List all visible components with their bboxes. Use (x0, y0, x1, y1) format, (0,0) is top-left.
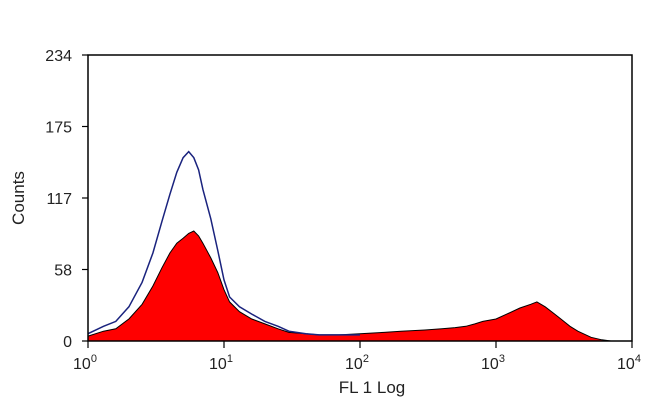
histogram-outline-series (87, 150, 360, 336)
x-tick-label: 101 (209, 353, 233, 373)
y-tick-label: 175 (45, 120, 72, 137)
y-axis-label: Counts (9, 171, 28, 225)
y-tick-label: 58 (54, 263, 72, 280)
x-axis: 100 101 102 103 104 (73, 341, 641, 373)
y-tick-label: 234 (45, 48, 72, 65)
x-axis-label: FL 1 Log (339, 378, 405, 397)
y-tick-label: 117 (46, 191, 72, 208)
y-tick-label: 0 (63, 334, 72, 351)
y-axis: 0 58 117 175 234 (45, 48, 88, 351)
histogram-filled-series (87, 230, 611, 342)
x-tick-label: 104 (617, 353, 641, 373)
plot-area (87, 150, 611, 342)
x-tick-label: 103 (481, 353, 505, 373)
x-tick-label: 102 (345, 353, 369, 373)
x-tick-label: 100 (73, 353, 97, 373)
